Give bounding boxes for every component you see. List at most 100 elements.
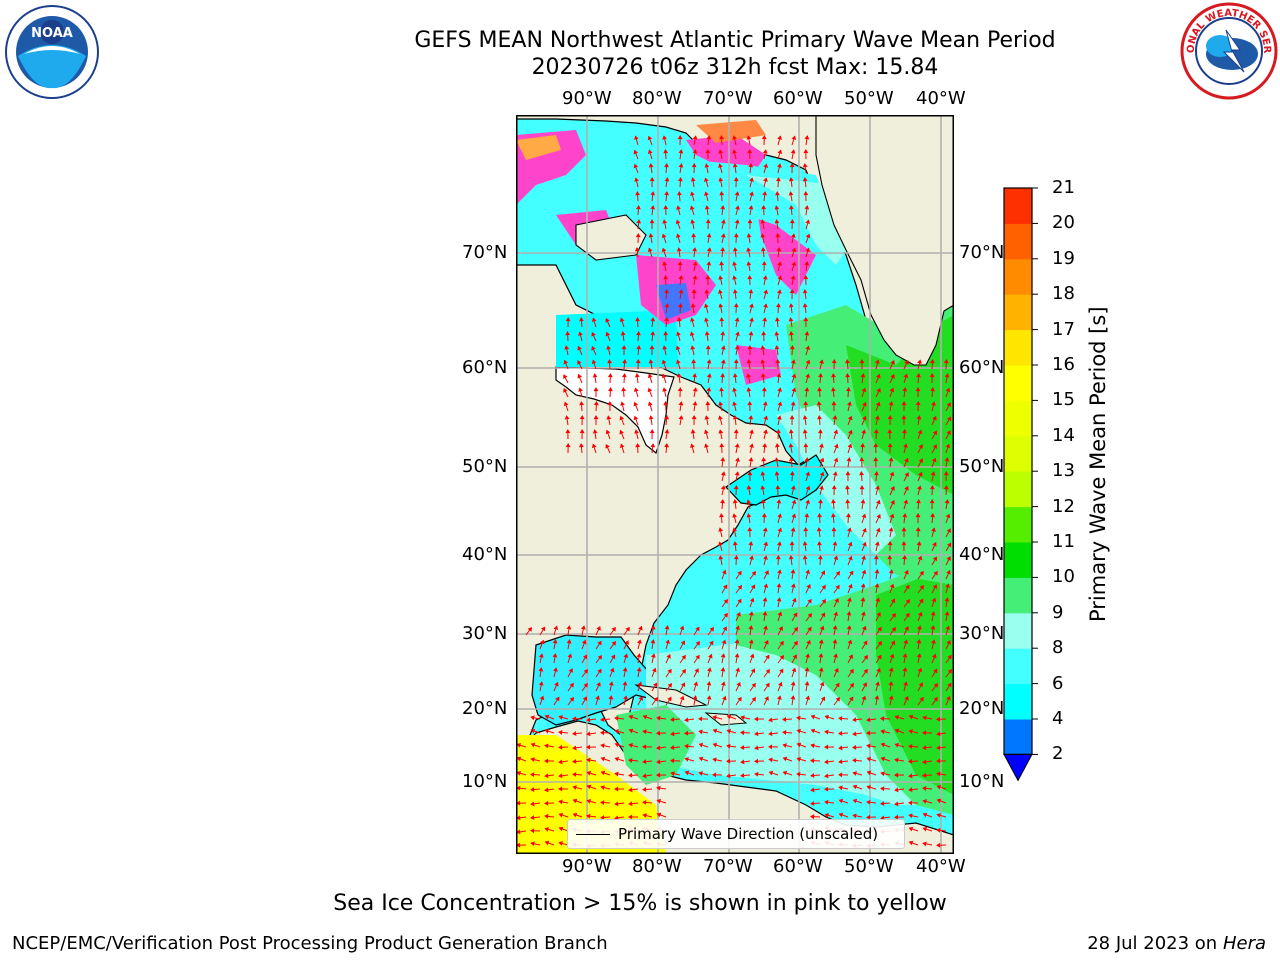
wave-arrow-head	[690, 191, 695, 196]
wave-arrow-head	[636, 667, 642, 672]
wave-arrow-head	[544, 714, 550, 720]
wave-arrow-head	[933, 683, 938, 688]
wave-arrow-head	[596, 682, 601, 687]
wave-arrow-head	[929, 485, 935, 490]
wave-arrow-head	[874, 695, 880, 700]
wave-arrow-head	[695, 641, 700, 646]
wave-arrow-head	[775, 177, 781, 182]
wave-arrow-head	[675, 359, 681, 364]
wave-arrow-head	[614, 771, 619, 777]
wave-arrow-head	[568, 668, 573, 673]
wave-arrow-head	[749, 191, 754, 196]
wave-arrow-head	[692, 373, 698, 378]
wave-arrow-head	[692, 401, 698, 406]
wave-arrow-head	[554, 681, 559, 687]
wave-arrow-head	[734, 471, 740, 476]
wave-arrow-head	[816, 527, 822, 532]
wave-arrow-head	[790, 527, 796, 532]
wave-arrow-head	[635, 443, 641, 448]
wave-arrow-head	[704, 163, 710, 168]
wave-arrow-head	[788, 457, 794, 462]
wave-arrow-head	[586, 731, 591, 737]
wave-arrow-head	[726, 743, 731, 749]
wave-arrow-head	[572, 772, 577, 777]
lat-label-left-40n: 40°N	[462, 544, 508, 565]
wave-arrow-head	[873, 443, 879, 448]
wave-arrow-head	[593, 401, 599, 406]
wave-arrow-head	[565, 331, 571, 336]
wave-arrow-head	[746, 513, 752, 518]
wave-arrow-head	[777, 611, 783, 617]
wave-arrow-head	[818, 653, 824, 658]
wave-arrow-head	[718, 429, 724, 434]
wave-arrow-head	[890, 374, 895, 379]
wave-arrow-head	[944, 499, 950, 504]
colorbar-tick-label: 9	[1052, 601, 1064, 623]
wave-arrow-head	[929, 499, 935, 504]
colorbar-title: Primary Wave Mean Period [s]	[1086, 306, 1110, 622]
wave-arrow-head	[776, 541, 782, 546]
wave-arrow-head	[861, 695, 867, 701]
wave-arrow-head	[591, 359, 597, 365]
wave-arrow-head	[818, 639, 824, 644]
wave-arrow-head	[544, 800, 549, 806]
lon-label-top-80w: 80°W	[632, 88, 682, 109]
wave-arrow-head	[761, 261, 767, 266]
colorbar-tick-label: 14	[1052, 424, 1075, 446]
wave-arrow-head	[904, 472, 909, 477]
wave-arrow-head	[684, 743, 689, 749]
wave-arrow-head	[605, 331, 611, 337]
wave-arrow-head	[636, 219, 642, 224]
wave-arrow-head	[819, 457, 825, 463]
wave-arrow-head	[782, 770, 788, 776]
lat-label-right-10n: 10°N	[959, 771, 1005, 792]
wave-arrow-head	[761, 513, 767, 518]
wave-arrow-head	[776, 597, 782, 602]
wave-arrow-head	[737, 696, 742, 702]
wave-arrow-head	[633, 149, 639, 155]
wave-arrow-head	[866, 756, 872, 762]
wave-arrow-head	[530, 742, 536, 748]
wave-arrow-head	[552, 639, 558, 644]
wave-arrow-head	[889, 653, 895, 659]
wave-arrow-head	[619, 317, 625, 323]
wave-arrow-head	[650, 191, 656, 196]
wave-direction-arrows	[516, 135, 952, 849]
wave-arrow-head	[835, 571, 840, 576]
wave-arrow-head	[653, 697, 658, 702]
wave-arrow-head	[922, 826, 928, 832]
wave-arrow-head	[932, 541, 937, 547]
wave-arrow-head	[945, 513, 951, 519]
wave-arrow-head	[946, 542, 952, 548]
wave-arrow-head	[684, 770, 690, 776]
wave-arrow-head	[922, 841, 927, 847]
wave-arrow-head	[789, 541, 795, 546]
wave-arrow-head	[930, 625, 936, 630]
wave-arrow-head	[679, 695, 685, 701]
wave-arrow-head	[620, 401, 626, 406]
wave-arrow-head	[902, 555, 907, 560]
wave-arrow-head	[760, 345, 766, 350]
wave-arrow-head	[880, 815, 885, 821]
wave-arrow-head	[718, 163, 723, 168]
wave-arrow-head	[748, 457, 754, 462]
wave-arrow-head	[790, 359, 796, 364]
wave-arrow-head	[831, 359, 837, 364]
wave-arrow-head	[719, 443, 725, 448]
wave-arrow-head	[577, 345, 582, 351]
wave-arrow-head	[600, 730, 605, 736]
wave-arrow-head	[749, 317, 754, 322]
wave-arrow-head	[530, 828, 535, 834]
wave-arrow-head	[790, 681, 796, 686]
wave-arrow-head	[706, 247, 712, 252]
wave-arrow-head	[796, 728, 802, 734]
wave-arrow-head	[718, 401, 724, 406]
wave-arrow-head	[922, 745, 927, 751]
wave-arrow-head	[931, 401, 936, 406]
wave-arrow-head	[777, 261, 782, 266]
wave-arrow-head	[677, 261, 683, 266]
wave-arrow-head	[670, 731, 675, 737]
wave-arrow-head	[704, 317, 709, 322]
wave-arrow-head	[777, 149, 783, 155]
colorbar-tick-label: 10	[1052, 566, 1075, 588]
